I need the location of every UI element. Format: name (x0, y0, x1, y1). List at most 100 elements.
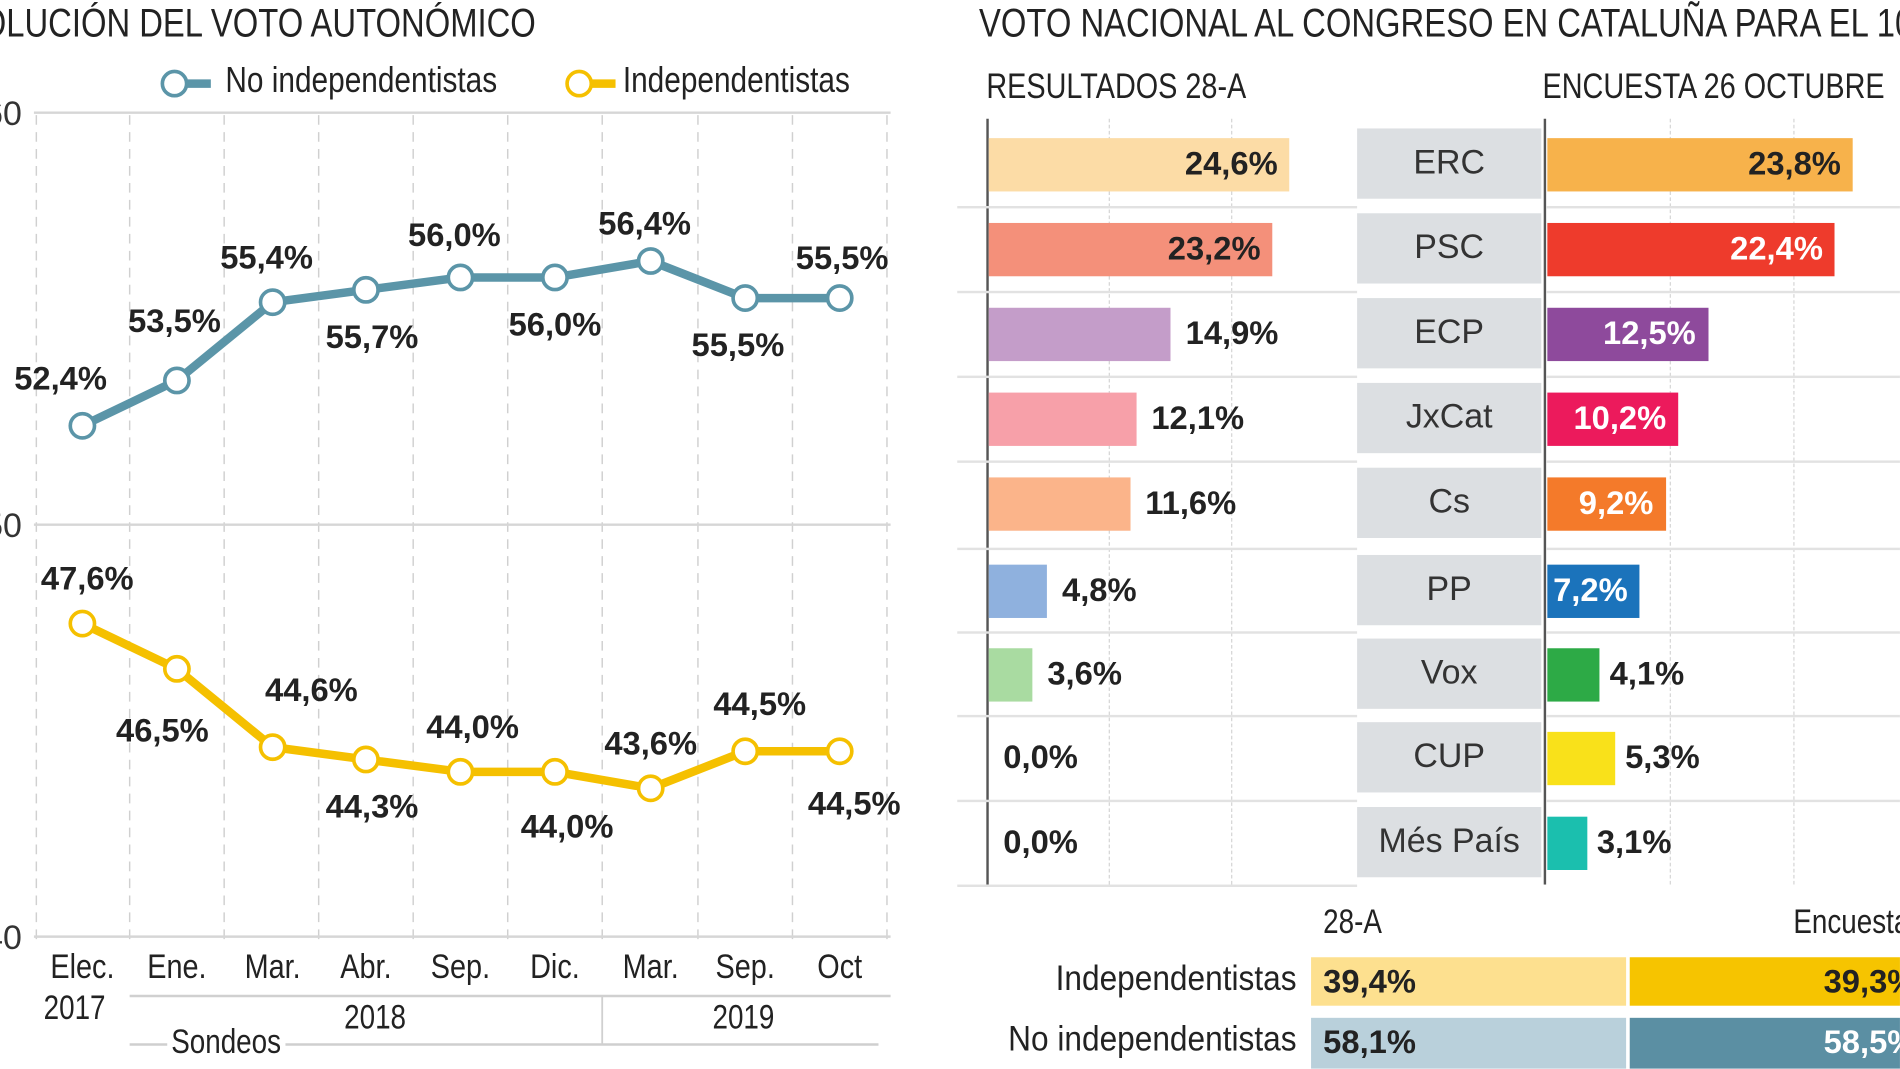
y-tick-label: 60 (0, 95, 22, 133)
row-divider (1546, 375, 1900, 379)
data-label: 56,0% (509, 306, 602, 343)
x-tick-label: Oct (817, 947, 863, 986)
data-label: 55,5% (692, 326, 785, 363)
right-chart-title: VOTO NACIONAL AL CONGRESO EN CATALUÑA PA… (979, 0, 1900, 45)
data-label: 47,6% (41, 560, 134, 597)
survey-value-label: 10,2% (1573, 399, 1667, 437)
row-divider (1546, 290, 1900, 294)
data-label: 56,0% (408, 216, 501, 253)
party-label-bg (1357, 806, 1542, 878)
party-label-bg (1357, 128, 1542, 199)
row-divider (957, 290, 1358, 294)
survey-bar (1547, 648, 1600, 702)
results-bar (988, 392, 1137, 446)
survey-value-label: 5,3% (1625, 739, 1700, 776)
bloc-bar-28a (1311, 1017, 1627, 1069)
data-point (258, 288, 287, 317)
results-value-label: 0,0% (1003, 739, 1078, 776)
results-bar (988, 477, 1131, 531)
left-chart-title: EVOLUCIÓN DEL VOTO AUTONÓMICO (0, 0, 536, 45)
legend-indep-label: Independentistas (622, 60, 850, 101)
survey-value-label: 23,8% (1748, 145, 1841, 182)
row-divider (957, 799, 1358, 803)
data-label: 55,7% (326, 318, 419, 355)
x-year-2018: 2018 (344, 998, 407, 1037)
party-label-bg (1357, 638, 1542, 709)
data-label: 55,5% (796, 239, 889, 276)
bloc-value-28a: 39,4% (1323, 963, 1416, 1000)
data-point (541, 757, 569, 786)
party-label-bg (1357, 722, 1542, 793)
row-divider (957, 631, 1358, 634)
data-label: 55,4% (220, 238, 313, 275)
line-chart: 60 50 40 52,4% 53,5% 55,4% 55,7% 56,0% 56,0% 56,4… (0, 95, 901, 1046)
row-divider (957, 375, 1358, 379)
survey-axis-line (1543, 118, 1547, 885)
data-point (446, 757, 475, 786)
party-label: PSC (1414, 227, 1485, 266)
data-label: 53,5% (128, 302, 221, 339)
row-divider (957, 547, 1358, 551)
results-value-label: 11,6% (1145, 484, 1237, 522)
results-bar (988, 138, 1290, 192)
party-label: ERC (1413, 142, 1486, 181)
row-divider (1546, 631, 1900, 634)
party-label: Vox (1420, 653, 1478, 691)
data-label: 52,4% (14, 359, 107, 396)
survey-bar (1547, 816, 1588, 871)
bloc-value-28a: 58,1% (1323, 1023, 1416, 1061)
group-label-survey: ENCUESTA 26 OCTUBRE (1542, 67, 1885, 107)
data-point (162, 366, 191, 395)
data-label: 44,5% (808, 784, 901, 821)
data-label: 43,6% (604, 724, 697, 761)
x-sublabel-2017: 2017 (43, 988, 106, 1027)
data-label: 44,5% (713, 685, 806, 722)
data-point (351, 275, 380, 304)
row-divider (1546, 205, 1900, 209)
survey-value-label: 9,2% (1578, 484, 1654, 522)
results-bar (988, 222, 1273, 277)
survey-bar (1547, 392, 1679, 446)
data-point (258, 733, 287, 762)
party-label-bg (1357, 554, 1542, 626)
bloc-bar-encuesta (1629, 1017, 1900, 1069)
x-year-2019: 2019 (712, 998, 775, 1037)
row-divider (957, 714, 1358, 718)
x-tick-label: Dic. (530, 947, 580, 986)
survey-value-label: 7,2% (1553, 571, 1628, 609)
survey-value-label: 3,1% (1596, 823, 1672, 861)
survey-value-label: 22,4% (1730, 230, 1823, 267)
bloc-category-label: No independentistas (1008, 1020, 1297, 1060)
data-point (162, 654, 191, 683)
data-label: 44,6% (265, 671, 358, 708)
x-tick-label: Ene. (147, 947, 207, 986)
data-point (446, 263, 475, 292)
results-value-label: 24,6% (1184, 145, 1278, 182)
party-label: Cs (1428, 482, 1470, 520)
survey-bar (1547, 731, 1616, 786)
grid-line-vertical (1793, 118, 1795, 885)
data-point (68, 609, 97, 638)
party-label: PP (1426, 569, 1472, 608)
x-tick-label: Sep. (430, 947, 491, 986)
data-label: 56,4% (598, 204, 691, 241)
x-tick-label: Abr. (340, 947, 392, 986)
row-divider (957, 205, 1358, 209)
results-value-label: 4,8% (1062, 571, 1137, 609)
row-divider (1546, 799, 1900, 803)
x-tick-label: Mar. (244, 947, 301, 986)
x-tick-label: Elec. (50, 947, 115, 986)
results-bar (988, 564, 1048, 618)
bloc-value-encuesta: 58,5% (1823, 1023, 1900, 1061)
row-divider (1546, 460, 1900, 463)
legend-indep-icon (565, 69, 616, 98)
bloc-bar-encuesta (1629, 957, 1900, 1006)
data-label: 44,3% (326, 788, 419, 825)
bloc-value-encuesta: 39,3% (1823, 963, 1900, 1000)
grid-line-vertical (1231, 118, 1233, 885)
y-tick-label: 50 (0, 507, 22, 545)
data-point (731, 284, 760, 313)
party-label-bg (1357, 298, 1542, 369)
survey-bar (1547, 477, 1666, 531)
